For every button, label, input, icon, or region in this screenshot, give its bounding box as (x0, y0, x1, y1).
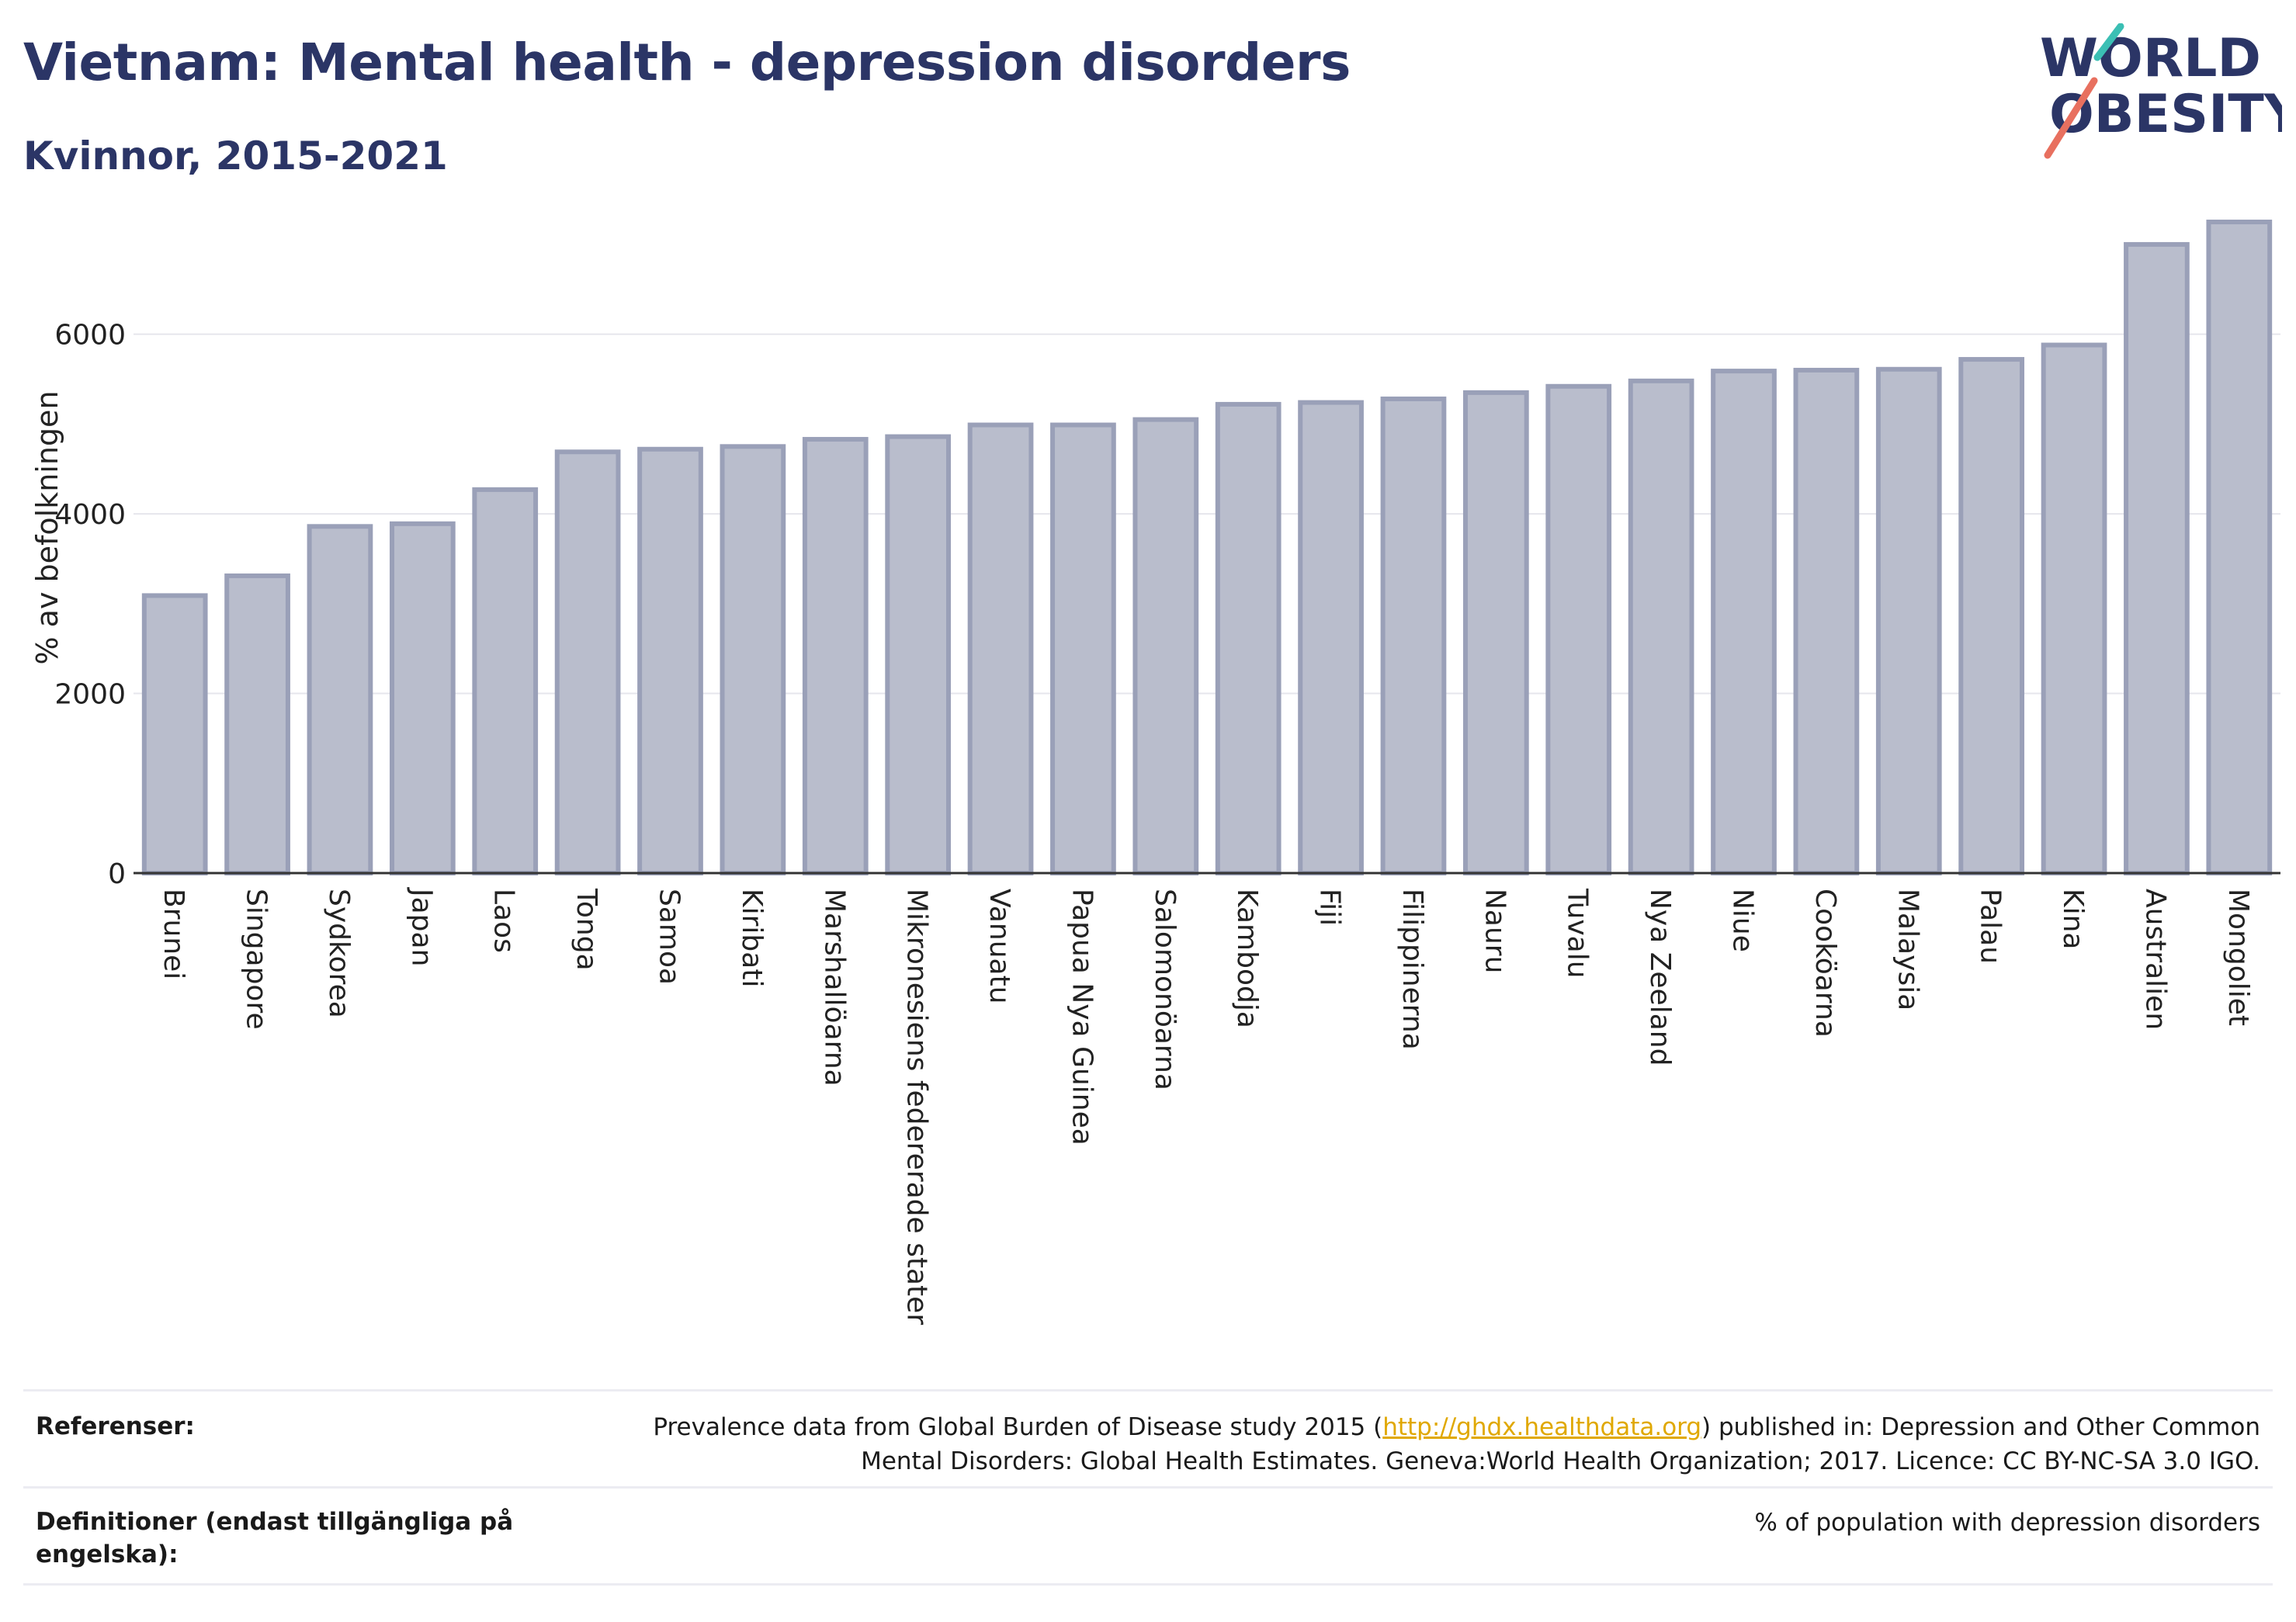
logo-slash-teal (2093, 23, 2124, 61)
bar (1298, 400, 1364, 875)
bar (637, 446, 703, 875)
bar (885, 434, 952, 875)
x-tick-label: Niue (1727, 889, 1759, 952)
bar-chart: 0 2000 4000 6000 Brunei Singapore Sydkorea Jap… (30, 220, 2280, 1325)
y-tick-label: 6000 (54, 320, 126, 352)
x-tick-label: Tonga (571, 888, 602, 971)
bar (1050, 422, 1116, 875)
bar (1958, 357, 2025, 875)
x-tick-label: Papua Nya Guinea (1066, 889, 1098, 1145)
definitions-row: Definitioner (endast tillgängliga på eng… (23, 1486, 2273, 1586)
references-text-before: Prevalence data from Global Burden of Di… (653, 1413, 1383, 1441)
logo-slash-coral (2044, 77, 2098, 159)
bar (1132, 417, 1199, 875)
bar (720, 444, 786, 875)
x-tick-label: Nauru (1479, 889, 1510, 973)
x-tick-label: Laos (488, 889, 520, 953)
bar (802, 437, 869, 875)
x-tick-label: Kiribati (736, 889, 768, 987)
y-tick-label: 0 (108, 858, 126, 890)
x-tick-label: Palau (1975, 889, 2006, 964)
references-row: Referenser: Prevalence data from Global … (23, 1389, 2273, 1486)
bar (1462, 390, 1529, 875)
bar (224, 573, 290, 876)
y-tick-label: 4000 (54, 499, 126, 531)
bar (1875, 366, 1942, 875)
x-tick-label: Singapore (241, 889, 272, 1030)
page-subtitle: Kvinnor, 2015-2021 (23, 133, 448, 178)
x-tick-label: Nya Zeeland (1644, 889, 1676, 1066)
bar (141, 593, 208, 875)
bar (2041, 342, 2107, 876)
world-obesity-logo: WORLD OBESITY (2040, 23, 2282, 159)
bar (1215, 401, 1282, 875)
grid-lines (134, 333, 2280, 695)
x-tick-label: Vanuatu (983, 889, 1015, 1004)
bar (967, 422, 1034, 875)
bar (1711, 369, 1777, 876)
x-tick-label: Brunei (158, 889, 189, 979)
references-link[interactable]: http://ghdx.healthdata.org (1382, 1413, 1702, 1441)
y-tick-labels: 0 2000 4000 6000 (54, 320, 126, 890)
definitions-label: Definitioner (endast tillgängliga på eng… (36, 1508, 514, 1568)
x-tick-label: Malaysia (1892, 889, 1923, 1010)
x-tick-label: Salomonöarna (1149, 889, 1181, 1090)
x-tick-label: Marshallöarna (818, 889, 850, 1087)
x-tick-label: Kina (2057, 889, 2089, 950)
bar (2124, 241, 2190, 875)
definitions-text: % of population with depression disorder… (1754, 1509, 2260, 1537)
x-tick-label: Mongoliet (2222, 889, 2254, 1026)
x-tick-label: Tuvalu (1562, 888, 1594, 979)
bar (307, 524, 373, 875)
bar (554, 449, 621, 875)
references-text-after: ) published in: Depression and Other Com… (861, 1413, 2260, 1475)
x-tick-label: Mikronesiens federerade stater (901, 889, 933, 1325)
bar (2206, 220, 2273, 875)
x-tick-label: Japan (405, 887, 437, 966)
x-tick-label: Sydkorea (323, 889, 355, 1018)
bars (141, 220, 2273, 876)
y-tick-label: 2000 (54, 679, 126, 711)
bar (389, 521, 456, 876)
bar (472, 487, 539, 875)
x-tick-label: Kambodja (1231, 889, 1263, 1028)
footer: Referenser: Prevalence data from Global … (23, 1389, 2273, 1586)
x-tick-label: Filippinerna (1396, 889, 1428, 1050)
x-tick-labels: Brunei Singapore Sydkorea Japan Laos Tonga Sam… (158, 887, 2254, 1325)
bar (1545, 383, 1612, 876)
page-title: Vietnam: Mental health - depression diso… (23, 33, 1351, 92)
x-tick-label: Fiji (1314, 889, 1346, 926)
logo-line-1: WORLD (2040, 28, 2261, 89)
bar (1628, 378, 1694, 875)
x-tick-label: Australien (2139, 889, 2171, 1030)
bar (1793, 367, 1860, 875)
x-tick-label: Samoa (654, 889, 685, 985)
bar (1380, 396, 1447, 875)
references-text: Prevalence data from Global Burden of Di… (630, 1410, 2260, 1478)
references-label: Referenser: (36, 1412, 195, 1440)
x-tick-label: Cooköarna (1809, 889, 1841, 1038)
y-axis-label: % av befolkningen (30, 390, 64, 664)
